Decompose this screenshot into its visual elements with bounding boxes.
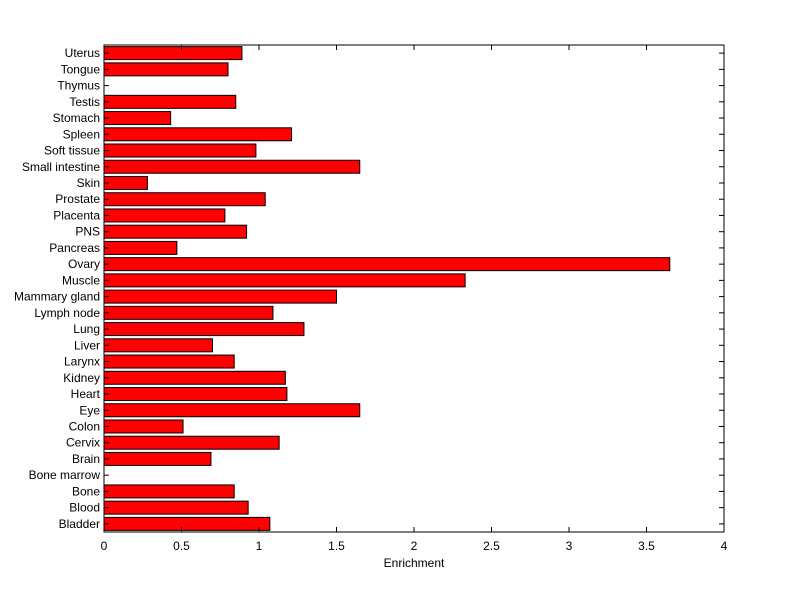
bar [103,127,293,142]
y-tick-label: Lymph node [34,306,100,320]
bar [103,175,148,190]
x-tick-label: 3 [566,539,573,553]
bar [103,289,337,304]
x-tick-label: 1 [256,539,263,553]
y-tick-label: Small intestine [22,160,100,174]
bar [103,451,212,466]
y-tick-label: Heart [71,387,101,401]
bar [103,240,178,255]
bar [103,62,229,77]
x-tick-label: 1.5 [328,539,345,553]
x-tick-label: 4 [721,539,728,553]
y-tick-label: Placenta [53,208,100,222]
bar [103,46,243,61]
y-tick-label: Stomach [53,111,100,125]
bar [103,322,305,337]
y-ticks-group: Bladder Blood Bone Bone marrow Brain Cervix Co… [14,46,724,531]
y-tick-label: Pancreas [49,241,100,255]
y-tick-label: Tongue [61,62,101,76]
bar [103,273,466,288]
bar [103,111,172,126]
y-tick-label: Mammary gland [14,290,100,304]
y-tick-label: Uterus [65,46,100,60]
y-tick-label: Ovary [68,257,100,271]
x-axis-label: Enrichment [384,556,445,570]
y-tick-label: Testis [69,95,100,109]
bar [103,516,271,531]
y-tick-label: PNS [75,225,100,239]
bar [103,305,274,320]
bar [103,435,280,450]
y-tick-label: Soft tissue [44,144,100,158]
bar [103,192,266,207]
y-tick-label: Colon [69,419,100,433]
y-tick-label: Kidney [63,371,100,385]
y-tick-label: Bladder [59,517,100,531]
bar [103,159,361,174]
bar [103,208,226,223]
y-tick-label: Bone [72,484,100,498]
bar [103,484,235,499]
bar [103,338,213,353]
y-tick-label: Cervix [66,436,100,450]
bar [103,354,235,369]
x-tick-label: 3.5 [638,539,655,553]
bar [103,387,288,402]
x-tick-label: 0 [101,539,108,553]
y-tick-label: Muscle [62,273,100,287]
x-tick-label: 2 [411,539,418,553]
bar [103,419,184,434]
y-tick-label: Spleen [63,127,100,141]
y-tick-label: Larynx [64,355,100,369]
y-tick-label: Thymus [57,79,100,93]
plot-area [104,45,724,532]
x-tick-label: 2.5 [483,539,500,553]
x-tick-label: 0.5 [173,539,190,553]
bar [103,143,257,158]
y-tick-label: Eye [79,403,100,417]
y-tick-label: Liver [74,338,100,352]
bar [103,257,671,272]
bar [103,94,237,109]
bar [103,224,248,239]
y-tick-label: Skin [77,176,100,190]
plot-frame [103,44,725,533]
y-tick-label: Blood [69,501,100,515]
bar [103,403,361,418]
y-tick-label: Prostate [55,192,100,206]
bar [103,500,249,515]
y-tick-label: Bone marrow [29,468,101,482]
y-tick-label: Lung [73,322,100,336]
y-tick-label: Brain [72,452,100,466]
bar [103,370,286,385]
